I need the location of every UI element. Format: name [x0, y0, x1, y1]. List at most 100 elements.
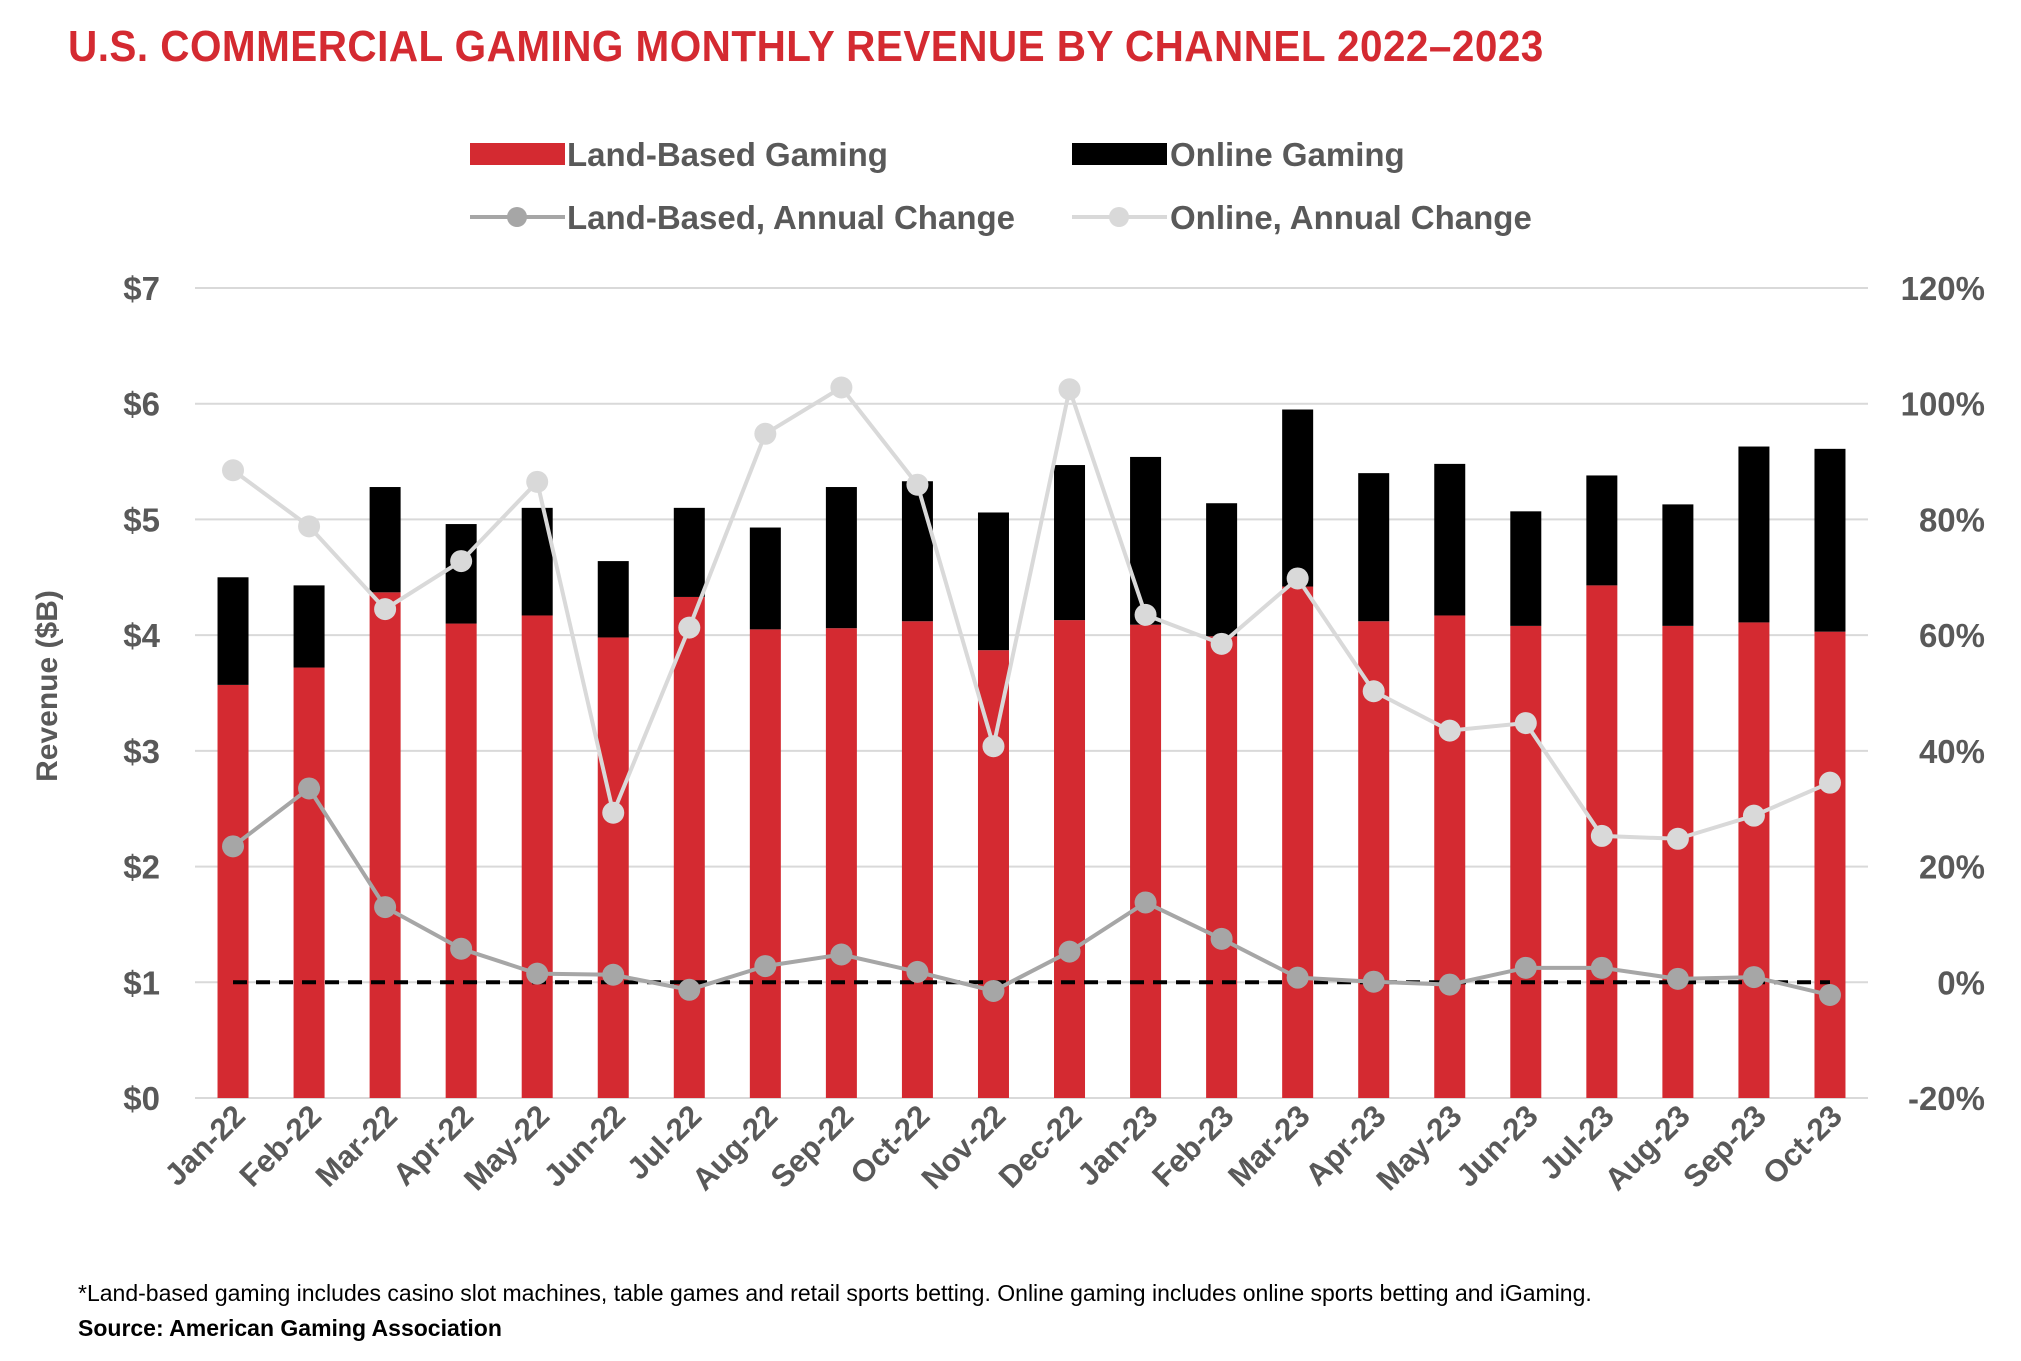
- bar-land-based: [749, 629, 781, 1098]
- online-change-point: [982, 735, 1005, 758]
- legend-marker-land-change: [507, 207, 527, 227]
- online-change-point: [1514, 712, 1537, 735]
- x-axis-ticks: Jan-22Feb-22Mar-22Apr-22May-22Jun-22Jul-…: [158, 1098, 1849, 1197]
- bar-online: [673, 507, 705, 597]
- legend-label: Online, Annual Change: [1170, 199, 1532, 236]
- land-change-point: [906, 960, 929, 983]
- bar-land-based: [293, 667, 325, 1098]
- land-change-point: [1590, 956, 1613, 979]
- bar-land-based: [977, 650, 1009, 1098]
- bar-land-based: [1282, 586, 1314, 1098]
- land-change-point: [1438, 973, 1461, 996]
- land-change-point: [1058, 940, 1081, 963]
- y2-tick-label: 80%: [1919, 501, 1985, 538]
- online-change-point: [1438, 719, 1461, 742]
- legend-label: Land-Based Gaming: [567, 136, 888, 173]
- bar-online: [369, 487, 401, 593]
- bar-land-based: [1738, 622, 1770, 1098]
- y2-tick-label: -20%: [1908, 1080, 1985, 1117]
- online-change-point: [602, 801, 625, 824]
- bar-online: [445, 524, 477, 624]
- bar-online: [1282, 409, 1314, 587]
- y2-tick-label: 40%: [1919, 733, 1985, 770]
- land-change-point: [982, 979, 1005, 1002]
- y2-tick-label: 60%: [1919, 617, 1985, 654]
- online-change-point: [1134, 603, 1157, 626]
- x-tick-label: May-23: [1370, 1098, 1469, 1197]
- land-change-point: [754, 955, 777, 978]
- x-tick-label: Feb-23: [1145, 1098, 1240, 1193]
- y-axis-label: Revenue ($B): [31, 590, 64, 782]
- bar-online: [1206, 503, 1238, 637]
- y-tick-label: $7: [123, 270, 160, 307]
- bar-online: [749, 527, 781, 630]
- bar-land-based: [521, 615, 553, 1098]
- bar-online: [1358, 473, 1390, 622]
- y-tick-label: $3: [123, 733, 160, 770]
- land-change-point: [1514, 956, 1537, 979]
- online-change-line: [231, 381, 1831, 841]
- online-change-point: [754, 422, 777, 445]
- bar-land-based: [1206, 636, 1238, 1098]
- land-change-point: [1666, 967, 1689, 990]
- x-tick-label: Sep-23: [1676, 1098, 1773, 1195]
- land-change-point: [1362, 970, 1385, 993]
- bar-land-based: [1434, 615, 1466, 1098]
- online-change-point: [906, 473, 929, 496]
- land-change-point: [526, 962, 549, 985]
- online-change-point: [374, 598, 397, 621]
- land-change-point: [830, 943, 853, 966]
- bar-online: [1130, 456, 1162, 625]
- y2-axis-ticks: -20% 0% 20% 40% 60% 80% 100% 120%: [1901, 270, 1985, 1117]
- land-change-point: [1742, 966, 1765, 989]
- land-change-point: [298, 777, 321, 800]
- x-tick-label: May-22: [457, 1098, 556, 1197]
- bar-land-based: [597, 637, 629, 1098]
- land-change-line: [231, 785, 1831, 997]
- bar-online: [1814, 448, 1846, 632]
- online-change-point: [678, 616, 701, 639]
- x-tick-label: Jun-23: [1449, 1098, 1544, 1193]
- bar-online: [293, 585, 325, 668]
- y-tick-label: $5: [123, 501, 160, 538]
- y-tick-label: $6: [123, 386, 160, 423]
- online-change-point: [1286, 567, 1309, 590]
- bar-land-based: [901, 621, 933, 1098]
- legend: Land-Based Gaming Online Gaming Land-Based…: [470, 136, 1532, 236]
- land-change-point: [678, 978, 701, 1001]
- bar-online: [825, 487, 857, 629]
- online-change-point: [830, 376, 853, 399]
- bar-land-based: [1130, 624, 1162, 1098]
- bar-land-based: [369, 592, 401, 1098]
- x-tick-label: Aug-22: [685, 1098, 784, 1197]
- x-tick-label: Feb-22: [233, 1098, 328, 1193]
- online-change-point: [298, 515, 321, 538]
- online-change-point: [1742, 804, 1765, 827]
- bar-online: [901, 481, 933, 622]
- land-change-point: [1210, 927, 1233, 950]
- bar-online: [1662, 504, 1694, 626]
- bar-land-based: [217, 684, 249, 1098]
- y-tick-label: $0: [123, 1080, 160, 1117]
- y2-tick-label: 100%: [1901, 386, 1985, 423]
- legend-label: Online Gaming: [1170, 136, 1405, 173]
- online-change-point: [222, 459, 245, 482]
- online-change-point: [1210, 632, 1233, 655]
- online-change-point: [450, 550, 473, 573]
- y-tick-label: $4: [123, 617, 160, 654]
- bar-online: [977, 512, 1009, 651]
- bar-land-based: [1510, 625, 1542, 1098]
- online-change-point: [526, 470, 549, 493]
- x-tick-label: Jun-22: [537, 1098, 632, 1193]
- change-lines: [222, 376, 1841, 1007]
- x-tick-label: Sep-22: [764, 1098, 861, 1195]
- land-change-point: [1818, 984, 1841, 1007]
- y2-tick-label: 20%: [1919, 849, 1985, 886]
- y-tick-label: $1: [123, 964, 160, 1001]
- legend-swatch-land-based: [470, 143, 565, 165]
- x-tick-label: Jan-22: [158, 1098, 252, 1192]
- x-tick-label: Mar-23: [1221, 1098, 1316, 1193]
- land-change-point: [1134, 891, 1157, 914]
- y-tick-label: $2: [123, 849, 160, 886]
